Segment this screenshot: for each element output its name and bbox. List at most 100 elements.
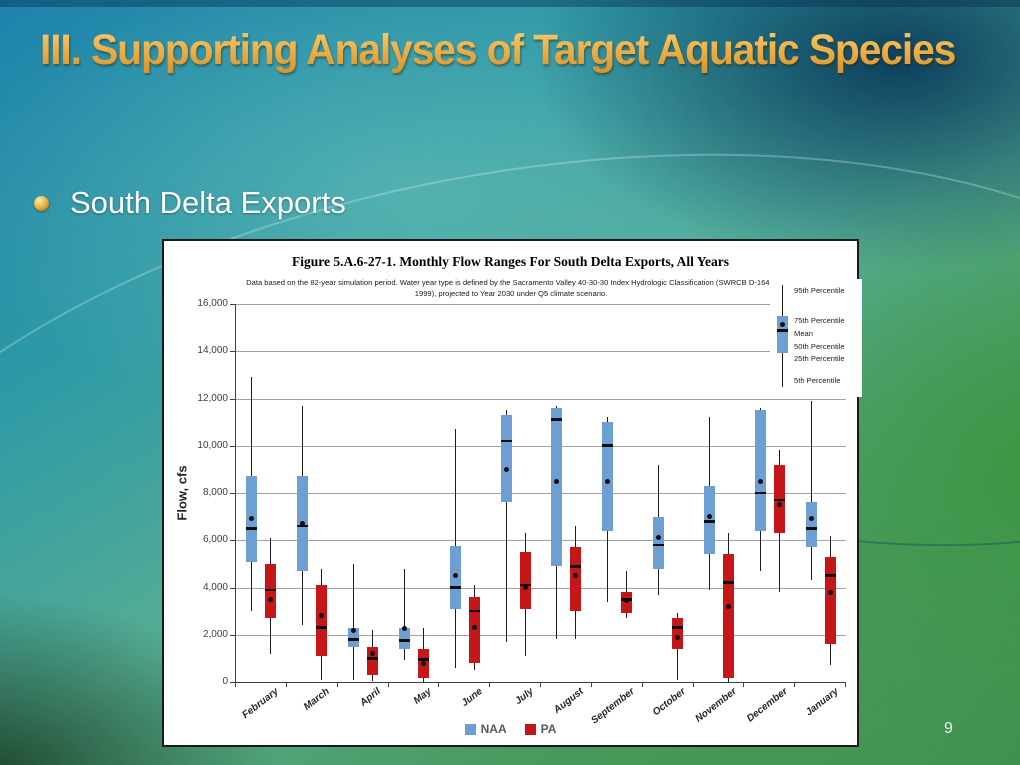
pa-box xyxy=(722,554,734,679)
pa-mean xyxy=(268,596,274,602)
naa-mean xyxy=(757,478,763,484)
y-tick-label: 8,000 xyxy=(202,487,228,498)
pa-median xyxy=(824,574,836,577)
pa-mean xyxy=(624,597,630,603)
bullet-row: South Delta Exports xyxy=(34,183,346,223)
y-tick-label: 0 xyxy=(222,676,228,687)
naa-whisker xyxy=(505,410,507,642)
percentile-legend-label: 95th Percentile xyxy=(794,286,845,295)
pa-box xyxy=(367,646,379,675)
naa-median xyxy=(551,418,563,422)
y-tick-label: 16,000 xyxy=(197,298,228,309)
bullet-icon xyxy=(34,196,49,211)
series-legend: NAA PA xyxy=(164,722,857,736)
chart-title: Figure 5.A.6-27-1. Monthly Flow Ranges F… xyxy=(292,254,729,269)
x-tick-mark xyxy=(438,682,440,687)
x-tick-mark xyxy=(641,682,643,687)
page-number: 9 xyxy=(944,720,953,737)
pa-box xyxy=(824,556,836,645)
pa-median xyxy=(417,658,429,661)
x-tick-mark xyxy=(285,682,287,687)
legend-median-line xyxy=(777,329,788,332)
y-tick-mark xyxy=(230,493,235,494)
naa-median xyxy=(246,527,258,530)
gridline xyxy=(236,304,846,305)
y-tick-label: 10,000 xyxy=(197,439,228,451)
x-tick-mark xyxy=(692,682,694,687)
series-legend-name: NAA xyxy=(480,722,507,736)
gridline xyxy=(236,540,846,542)
pa-median xyxy=(265,588,277,592)
naa-mean xyxy=(401,626,407,632)
pa-median xyxy=(570,564,582,568)
pa-mean xyxy=(827,589,833,595)
pa-box xyxy=(672,618,684,649)
x-tick-mark xyxy=(235,682,236,687)
y-tick-mark xyxy=(230,634,235,636)
y-tick-mark xyxy=(230,540,235,542)
naa-mean xyxy=(503,466,509,472)
pa-mean xyxy=(776,502,782,508)
percentile-legend: 95th Percentile 75th Percentile Mean 50th P… xyxy=(770,279,862,397)
pa-mean xyxy=(675,634,681,640)
naa-mean xyxy=(249,516,255,522)
pa-mean xyxy=(370,651,376,657)
naa-box xyxy=(754,410,766,531)
naa-median xyxy=(754,491,766,495)
gridline xyxy=(236,634,846,636)
x-tick-mark xyxy=(743,682,745,687)
naa-whisker xyxy=(403,568,405,660)
naa-mean xyxy=(452,573,458,579)
pa-mean xyxy=(420,660,426,666)
naa-whisker xyxy=(353,563,355,680)
y-tick-label: 4,000 xyxy=(202,581,228,593)
naa-box xyxy=(500,415,512,503)
y-tick-mark xyxy=(230,445,235,447)
y-tick-mark xyxy=(230,304,235,305)
pa-box xyxy=(519,552,531,609)
naa-box xyxy=(551,407,563,567)
y-tick-label: 2,000 xyxy=(202,628,228,640)
y-tick-mark xyxy=(230,587,235,589)
percentile-legend-label: 5th Percentile xyxy=(794,376,841,385)
y-tick-label: 12,000 xyxy=(197,392,228,404)
naa-median xyxy=(449,586,461,589)
series-legend-name: PA xyxy=(540,722,557,736)
naa-mean xyxy=(656,535,662,541)
percentile-legend-label: Mean xyxy=(794,329,813,338)
naa-median xyxy=(398,639,410,642)
pa-mean xyxy=(725,603,731,609)
naa-median xyxy=(653,543,665,547)
x-tick-mark xyxy=(387,682,389,687)
naa-median xyxy=(500,439,512,443)
pa-box xyxy=(570,547,582,612)
x-tick-mark xyxy=(590,682,592,687)
naa-mean xyxy=(300,521,306,527)
x-tick-mark xyxy=(794,682,796,687)
pa-median xyxy=(468,609,480,613)
naa-median xyxy=(602,444,614,448)
naa-box xyxy=(653,516,665,569)
y-tick-mark xyxy=(230,398,235,400)
y-tick-mark xyxy=(230,682,235,683)
naa-mean xyxy=(706,514,712,520)
gridline xyxy=(236,493,846,494)
pa-mean xyxy=(522,585,528,590)
percentile-legend-label: 50th Percentile xyxy=(794,342,845,351)
pa-median xyxy=(773,498,785,502)
naa-mean xyxy=(605,478,611,484)
x-tick-mark xyxy=(336,682,338,687)
naa-box xyxy=(348,627,360,647)
pa-mean xyxy=(471,625,477,631)
pa-box xyxy=(316,585,328,656)
gridline xyxy=(236,351,846,353)
y-tick-label: 6,000 xyxy=(202,534,228,546)
naa-box xyxy=(398,627,410,649)
series-legend-item: NAA xyxy=(464,722,507,736)
pa-mean xyxy=(573,573,579,579)
bullet-text: South Delta Exports xyxy=(70,185,346,220)
naa-mean xyxy=(351,627,357,633)
naa-whisker xyxy=(810,400,812,581)
naa-mean xyxy=(808,516,814,522)
